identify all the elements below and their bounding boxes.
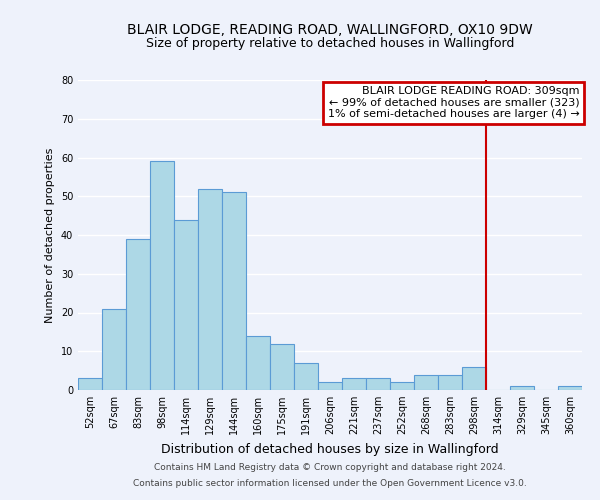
Bar — [438, 374, 462, 390]
Text: Size of property relative to detached houses in Wallingford: Size of property relative to detached ho… — [146, 38, 514, 51]
Text: BLAIR LODGE, READING ROAD, WALLINGFORD, OX10 9DW: BLAIR LODGE, READING ROAD, WALLINGFORD, … — [127, 22, 533, 36]
Bar — [150, 162, 174, 390]
Y-axis label: Number of detached properties: Number of detached properties — [45, 148, 55, 322]
Bar — [414, 374, 438, 390]
Bar — [246, 336, 270, 390]
Bar — [558, 386, 582, 390]
Bar — [390, 382, 414, 390]
Bar — [510, 386, 534, 390]
Bar — [342, 378, 366, 390]
Bar — [294, 363, 318, 390]
Bar — [102, 308, 126, 390]
Bar — [78, 378, 102, 390]
Bar — [222, 192, 246, 390]
Bar — [462, 367, 486, 390]
Bar — [318, 382, 342, 390]
Bar — [270, 344, 294, 390]
Text: Contains HM Land Registry data © Crown copyright and database right 2024.: Contains HM Land Registry data © Crown c… — [154, 464, 506, 472]
X-axis label: Distribution of detached houses by size in Wallingford: Distribution of detached houses by size … — [161, 442, 499, 456]
Bar — [198, 188, 222, 390]
Bar — [174, 220, 198, 390]
Bar — [366, 378, 390, 390]
Text: Contains public sector information licensed under the Open Government Licence v3: Contains public sector information licen… — [133, 478, 527, 488]
Bar — [126, 239, 150, 390]
Text: BLAIR LODGE READING ROAD: 309sqm
← 99% of detached houses are smaller (323)
1% o: BLAIR LODGE READING ROAD: 309sqm ← 99% o… — [328, 86, 580, 120]
